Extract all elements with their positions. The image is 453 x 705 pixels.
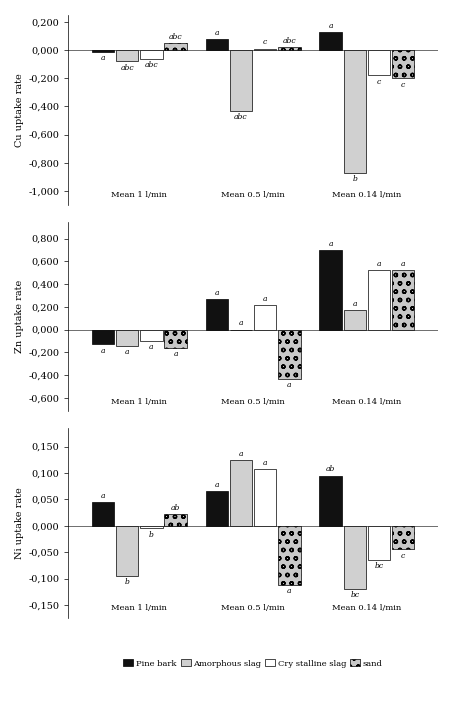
Bar xyxy=(343,50,366,173)
Text: Mean 0.14 l/min: Mean 0.14 l/min xyxy=(332,191,401,200)
Bar xyxy=(206,39,228,50)
Bar xyxy=(368,526,390,560)
Bar xyxy=(140,330,163,341)
Bar xyxy=(343,526,366,589)
Text: c: c xyxy=(377,78,381,86)
Bar xyxy=(92,330,114,345)
Bar xyxy=(319,476,342,526)
Text: Mean 0.14 l/min: Mean 0.14 l/min xyxy=(332,604,401,613)
Text: ab: ab xyxy=(171,504,180,512)
Text: a: a xyxy=(149,343,154,351)
Text: a: a xyxy=(239,319,243,327)
Bar xyxy=(92,50,114,51)
Bar xyxy=(254,470,276,526)
Bar xyxy=(392,50,414,78)
Bar xyxy=(164,330,187,348)
Text: bc: bc xyxy=(375,563,384,570)
Text: a: a xyxy=(401,260,405,268)
Text: abc: abc xyxy=(283,37,296,45)
Text: c: c xyxy=(263,39,267,47)
Text: a: a xyxy=(263,459,267,467)
Text: b: b xyxy=(125,578,130,586)
Bar xyxy=(92,502,114,526)
Text: c: c xyxy=(401,552,405,560)
Text: b: b xyxy=(352,175,357,183)
Text: abc: abc xyxy=(120,63,134,72)
Bar xyxy=(164,514,187,526)
Text: ab: ab xyxy=(326,465,335,473)
Text: Mean 1 l/min: Mean 1 l/min xyxy=(111,191,167,200)
Legend: Pine bark, Amorphous slag, Cry stalline slag, sand: Pine bark, Amorphous slag, Cry stalline … xyxy=(120,656,386,671)
Bar xyxy=(278,526,301,585)
Text: a: a xyxy=(215,482,219,489)
Bar xyxy=(116,50,139,61)
Text: Mean 0.14 l/min: Mean 0.14 l/min xyxy=(332,398,401,406)
Text: a: a xyxy=(125,348,130,356)
Bar xyxy=(392,271,414,330)
Text: a: a xyxy=(101,347,105,355)
Text: a: a xyxy=(352,300,357,308)
Bar xyxy=(278,330,301,379)
Text: Mean 1 l/min: Mean 1 l/min xyxy=(111,398,167,406)
Bar xyxy=(140,50,163,59)
Bar xyxy=(116,526,139,576)
Text: a: a xyxy=(215,29,219,37)
Text: Mean 1 l/min: Mean 1 l/min xyxy=(111,604,167,613)
Text: a: a xyxy=(215,288,219,297)
Bar xyxy=(206,299,228,330)
Text: abc: abc xyxy=(169,33,183,41)
Bar xyxy=(254,305,276,330)
Bar xyxy=(319,250,342,330)
Y-axis label: Cu uptake rate: Cu uptake rate xyxy=(15,73,24,147)
Text: Mean 0.5 l/min: Mean 0.5 l/min xyxy=(221,191,285,200)
Text: a: a xyxy=(377,260,381,268)
Text: bc: bc xyxy=(350,591,359,599)
Bar xyxy=(140,526,163,528)
Bar xyxy=(392,526,414,549)
Text: abc: abc xyxy=(234,113,248,121)
Bar xyxy=(254,49,276,50)
Bar xyxy=(319,32,342,50)
Bar xyxy=(230,460,252,526)
Bar xyxy=(343,310,366,330)
Text: a: a xyxy=(328,240,333,247)
Bar xyxy=(278,47,301,50)
Text: c: c xyxy=(401,80,405,89)
Text: Mean 0.5 l/min: Mean 0.5 l/min xyxy=(221,398,285,406)
Text: Mean 0.5 l/min: Mean 0.5 l/min xyxy=(221,604,285,613)
Text: b: b xyxy=(149,531,154,539)
Y-axis label: Ni uptake rate: Ni uptake rate xyxy=(15,487,24,559)
Bar xyxy=(368,50,390,75)
Text: a: a xyxy=(287,587,292,595)
Text: a: a xyxy=(101,54,105,62)
Text: a: a xyxy=(328,22,333,30)
Text: a: a xyxy=(173,350,178,358)
Text: abc: abc xyxy=(145,61,158,69)
Text: a: a xyxy=(101,491,105,500)
Bar xyxy=(368,271,390,330)
Bar xyxy=(116,330,139,345)
Text: a: a xyxy=(287,381,292,388)
Text: a: a xyxy=(239,450,243,458)
Text: a: a xyxy=(263,295,267,303)
Bar xyxy=(164,43,187,50)
Y-axis label: Zn uptake rate: Zn uptake rate xyxy=(15,280,24,353)
Bar xyxy=(206,491,228,526)
Bar xyxy=(230,50,252,111)
